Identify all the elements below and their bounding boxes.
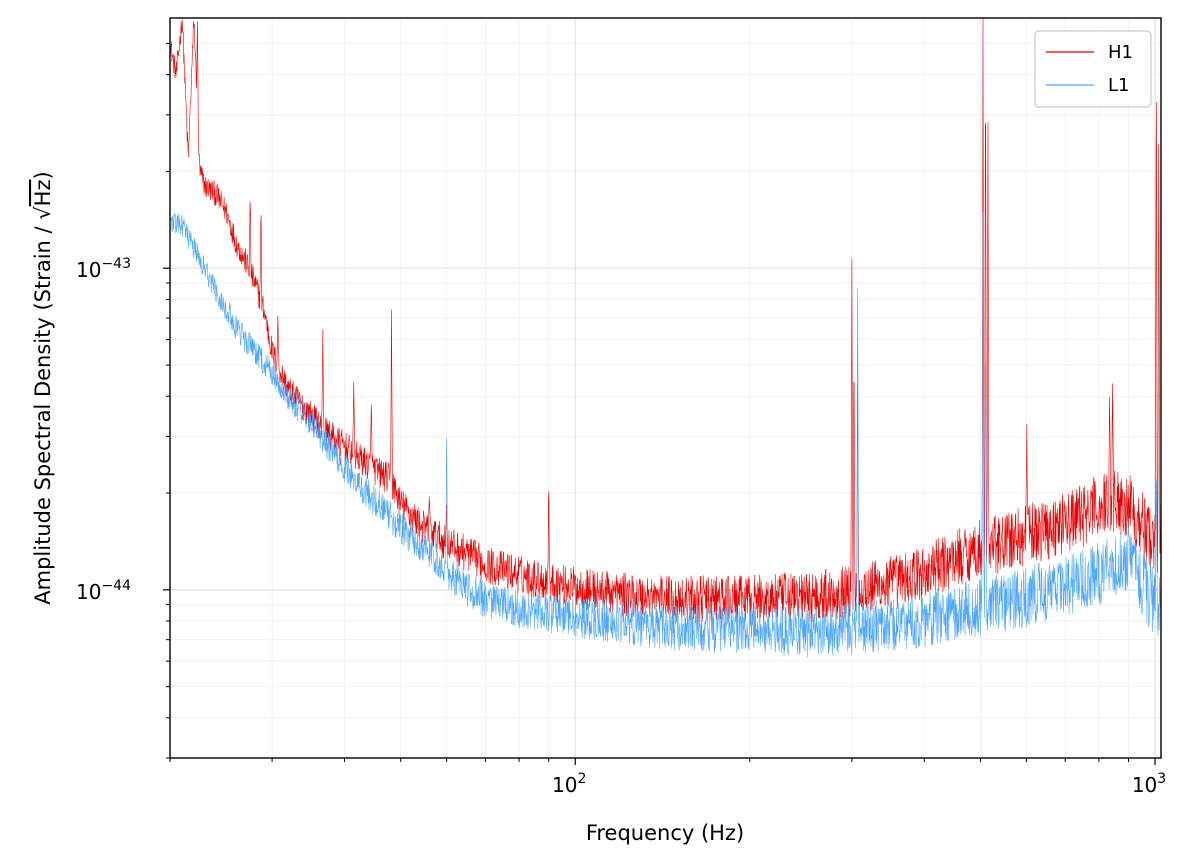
y-axis-label-prefix: Amplitude Spectral Density (Strain / xyxy=(31,220,55,605)
series-line-l1 xyxy=(169,211,1162,658)
y-tick-label: 10−43 xyxy=(76,256,131,282)
ticks xyxy=(163,42,1156,765)
x-tick-label: 103 xyxy=(1132,771,1166,797)
axes-border xyxy=(169,17,1162,759)
y-tick-label: 10−44 xyxy=(76,578,131,604)
y-axis-label-radicand: Hz xyxy=(31,179,55,206)
y-axis-label: Amplitude Spectral Density (Strain / √Hz… xyxy=(31,171,55,604)
svg-text:Amplitude Spectral Density (St: Amplitude Spectral Density (Strain / √Hz… xyxy=(31,171,55,604)
legend-label-h1: H1 xyxy=(1108,42,1133,63)
y-tick-labels: 10−43 10−44 xyxy=(76,256,131,604)
y-axis-label-suffix: ) xyxy=(31,171,55,179)
x-axis-label: Frequency (Hz) xyxy=(586,821,744,845)
legend: H1 L1 xyxy=(1034,30,1152,108)
x-tick-labels: 102 103 xyxy=(552,771,1166,797)
series-layer xyxy=(169,18,1162,658)
legend-box xyxy=(1034,30,1152,108)
y-axis-label-radical: √ xyxy=(31,206,55,220)
legend-label-l1: L1 xyxy=(1108,75,1129,96)
x-tick-label: 102 xyxy=(552,771,586,797)
axes-frame xyxy=(169,17,1162,759)
